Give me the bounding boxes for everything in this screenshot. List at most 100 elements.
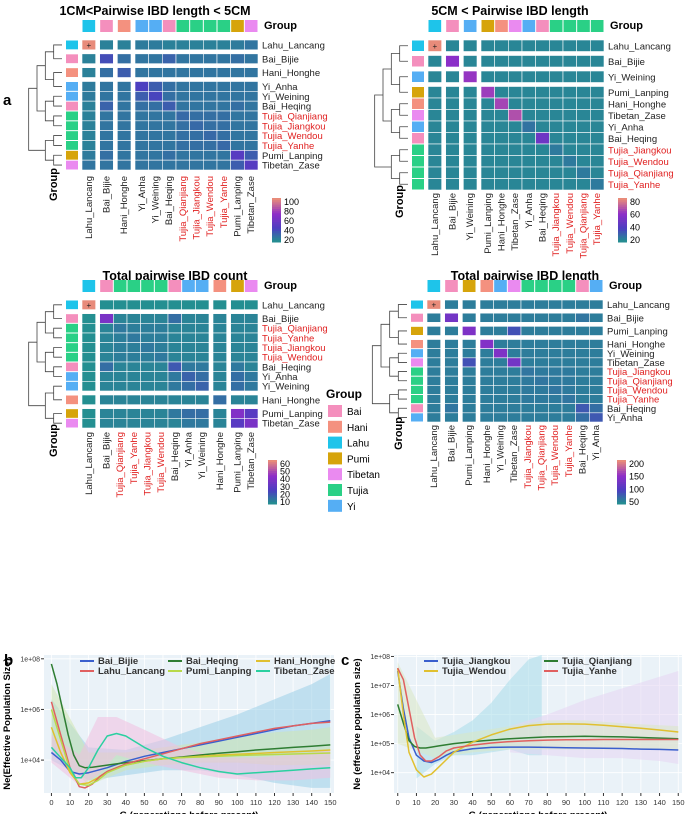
heatmap-cell	[444, 412, 459, 423]
heatmap-cell	[81, 299, 96, 310]
col-group-swatch	[127, 280, 141, 292]
heatmap-cell	[590, 97, 605, 110]
heatmap-cell	[480, 155, 495, 168]
scale-segment	[618, 211, 627, 214]
heatmap-cell	[426, 357, 441, 368]
row-label: Tibetan_Zase	[262, 419, 320, 430]
scale-segment	[617, 486, 626, 490]
heatmap-cell	[81, 110, 96, 122]
heatmap-cell	[427, 120, 442, 133]
scale-segment	[618, 198, 627, 201]
col-label: Pumi_Lanping	[233, 176, 244, 237]
heatmap-cell	[445, 120, 460, 133]
col-label: Bai_Bijie	[447, 425, 458, 462]
scale-segment	[272, 222, 281, 225]
heatmap-cell	[113, 323, 128, 334]
heatmap-cell	[162, 100, 177, 112]
row-label: Bai_Heqing	[607, 404, 656, 415]
scale-segment	[618, 213, 627, 217]
heatmap-cell	[167, 394, 182, 405]
row-group-swatch	[411, 358, 423, 367]
heatmap-cell	[480, 120, 495, 133]
row-label: Tujia_Qianjiang	[608, 168, 674, 179]
scale-segment	[618, 217, 627, 221]
heatmap-cell	[520, 394, 535, 404]
dendrogram-branch	[53, 347, 62, 358]
col-group-swatch	[463, 20, 477, 32]
x-tick-label: 100	[578, 798, 591, 807]
heatmap-cell	[113, 361, 128, 372]
heatmap-cell	[426, 412, 441, 423]
col-label: Tujia_Jiangkou	[523, 425, 534, 489]
heatmap-cell	[154, 371, 169, 382]
heatmap-cell	[575, 339, 590, 349]
scale-segment	[618, 202, 627, 206]
heatmap-cell	[154, 299, 169, 310]
heatmap-cell	[426, 339, 441, 349]
row-label: Bai_Bijie	[262, 314, 299, 325]
row-label: Bai_Bijie	[262, 54, 299, 65]
dendrogram-branch	[399, 172, 408, 185]
heatmap-cell	[445, 166, 460, 179]
heatmap-cell	[507, 339, 522, 349]
heatmap-cell	[444, 403, 459, 414]
heatmap-cell	[230, 120, 245, 131]
row-label: Bai_Bijie	[607, 313, 644, 324]
dendrogram-branch	[399, 45, 408, 62]
heatmap-cell	[117, 100, 132, 112]
col-group-swatch	[576, 280, 589, 292]
heatmap-cell	[562, 70, 577, 83]
col-group-swatch	[213, 280, 227, 292]
heatmap-cell	[113, 394, 128, 405]
col-label: Yi_Anha	[137, 175, 148, 211]
heatmap-cell	[81, 418, 96, 429]
heatmap-cell	[99, 332, 114, 343]
heatmap-cell	[494, 39, 509, 52]
heatmap-cell	[148, 150, 163, 161]
heatmap-cell	[113, 299, 128, 310]
heatmap-cell	[548, 366, 563, 377]
heatmap-cell	[479, 403, 494, 414]
scale-tick-label: 40	[280, 474, 290, 484]
heatmap-cell	[126, 342, 141, 353]
heatmap-cell	[203, 67, 218, 78]
y-tick-label: 1e+06	[20, 707, 40, 714]
heatmap-cell	[548, 385, 563, 395]
heatmap-cell	[589, 385, 604, 395]
heatmap-cell	[244, 39, 259, 51]
row-label: Tujia_Qianjiang	[262, 111, 328, 122]
heatmap-cell	[216, 130, 231, 141]
heatmap-cell	[590, 143, 605, 156]
heatmap-cell	[493, 348, 508, 359]
scale-segment	[618, 228, 627, 232]
heatmap-cell	[463, 55, 478, 68]
dendrogram-branch	[371, 345, 390, 405]
scale-segment	[268, 462, 277, 465]
heatmap-cell	[445, 109, 460, 122]
scale-tick-label: 40	[630, 222, 640, 232]
col-label: Pumi_Lanping	[483, 193, 494, 254]
legend-series-label: Tujia_Jiangkou	[442, 656, 511, 667]
heatmap-cell	[576, 70, 591, 83]
heatmap-cell	[113, 352, 128, 363]
row-label: Yi_Weining	[262, 382, 310, 393]
col-group-swatch	[82, 20, 96, 32]
dendrogram-branch	[390, 155, 400, 179]
dendrogram-branch	[53, 72, 62, 87]
heatmap-cell	[444, 299, 459, 310]
heatmap-cell	[508, 97, 523, 110]
dendrogram-branch	[53, 304, 62, 319]
heatmap-cell	[126, 299, 141, 310]
heatmap-cell	[562, 132, 577, 145]
x-axis-title: G (generations before present)	[469, 810, 608, 814]
scale-segment	[272, 231, 281, 234]
heatmap-cell	[117, 110, 132, 122]
heatmap-cell	[426, 312, 441, 323]
legend-series-label: Tibetan_Zase	[274, 666, 335, 677]
row-label: Hani_Honghe	[262, 395, 320, 406]
scale-segment	[617, 475, 626, 479]
heatmap-cell	[534, 412, 549, 423]
heatmap-cell	[590, 86, 605, 99]
heatmap-cell	[113, 332, 128, 343]
x-tick-label: 10	[412, 798, 420, 807]
